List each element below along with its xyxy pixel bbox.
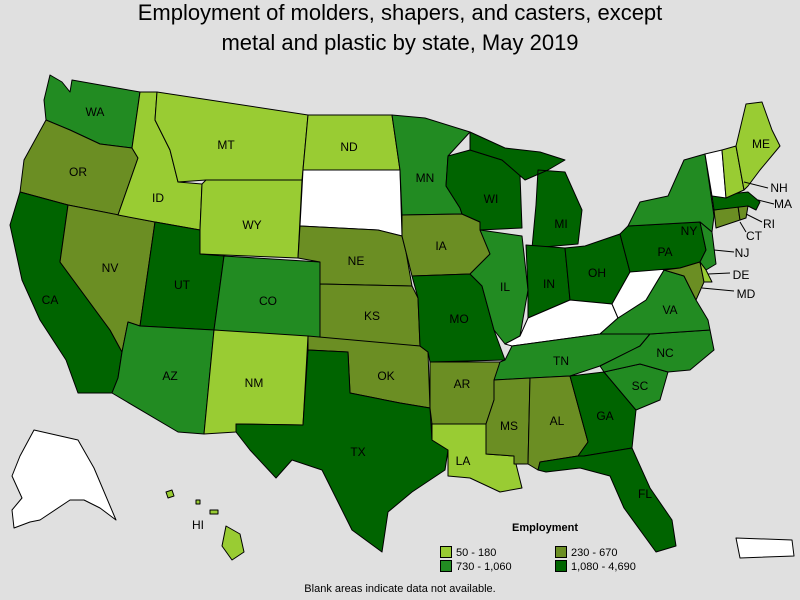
state-label-nm: NM	[245, 376, 264, 390]
legend-item-3: 730 - 1,060	[440, 560, 512, 573]
state-label-il: IL	[500, 280, 510, 294]
legend: Employment 50 - 180 230 - 670 730 - 1,06…	[440, 520, 660, 580]
state-label-nv: NV	[102, 261, 119, 275]
state-label-al: AL	[550, 414, 565, 428]
state-label-mn: MN	[416, 171, 435, 185]
state-label-wa: WA	[86, 105, 105, 119]
legend-swatch-2	[555, 546, 567, 558]
state-label-hi: HI	[192, 518, 204, 532]
legend-swatch-4	[555, 560, 567, 572]
legend-item-4: 1,080 - 4,690	[555, 560, 636, 573]
state-label-ne: NE	[348, 254, 365, 268]
state-label-tn: TN	[553, 354, 569, 368]
state-label-mo: MO	[449, 312, 468, 326]
state-label-co: CO	[259, 294, 277, 308]
state-label-ks: KS	[364, 309, 380, 323]
state-label-or: OR	[69, 165, 87, 179]
leader-line-ma	[757, 199, 775, 205]
state-label-md: MD	[737, 287, 756, 301]
state-label-mt: MT	[217, 138, 235, 152]
legend-item-1: 50 - 180	[440, 546, 496, 559]
leader-line-ct	[739, 221, 747, 233]
legend-swatch-1	[440, 546, 452, 558]
state-label-oh: OH	[588, 266, 606, 280]
state-il[interactable]	[469, 229, 529, 345]
state-label-ar: AR	[454, 377, 471, 391]
state-mt[interactable]	[154, 91, 309, 183]
state-label-ok: OK	[377, 369, 394, 383]
map-title-line-2: metal and plastic by state, May 2019	[221, 30, 579, 55]
state-label-me: ME	[752, 137, 770, 151]
leader-line-de	[707, 272, 731, 275]
state-hi[interactable]	[165, 489, 245, 561]
leader-line-ri	[745, 213, 763, 223]
state-label-ga: GA	[596, 409, 613, 423]
leader-line-nh	[743, 181, 769, 189]
state-label-la: LA	[456, 454, 471, 468]
state-label-wy: WY	[242, 218, 261, 232]
state-nc[interactable]	[599, 329, 715, 373]
state-label-id: ID	[152, 191, 164, 205]
state-label-tx: TX	[350, 445, 365, 459]
legend-swatch-3	[440, 560, 452, 572]
state-label-ia: IA	[435, 239, 446, 253]
state-ak[interactable]	[11, 429, 117, 529]
state-label-va: VA	[662, 303, 677, 317]
state-label-sc: SC	[632, 379, 649, 393]
legend-label-2: 230 - 670	[571, 547, 618, 559]
state-ri[interactable]	[737, 205, 749, 221]
state-label-mi: MI	[554, 217, 567, 231]
state-label-ny: NY	[681, 224, 698, 238]
state-ny[interactable]	[627, 153, 715, 233]
state-label-pa: PA	[657, 245, 672, 259]
state-de[interactable]	[699, 261, 713, 283]
state-label-fl: FL	[638, 487, 652, 501]
leader-line-nj	[713, 249, 735, 253]
legend-label-3: 730 - 1,060	[456, 561, 512, 573]
state-label-ca: CA	[42, 293, 59, 307]
state-pr[interactable]	[735, 537, 795, 559]
legend-label-4: 1,080 - 4,690	[571, 561, 636, 573]
state-mi[interactable]	[469, 131, 583, 249]
legend-title: Employment	[512, 522, 579, 534]
state-label-de: DE	[733, 268, 750, 282]
state-label-az: AZ	[162, 369, 177, 383]
state-label-nd: ND	[340, 140, 358, 154]
legend-item-2: 230 - 670	[555, 546, 617, 559]
state-label-wi: WI	[484, 192, 499, 206]
state-label-ri: RI	[763, 217, 775, 231]
legend-label-1: 50 - 180	[456, 547, 497, 559]
state-label-in: IN	[543, 277, 555, 291]
footnote: Blank areas indicate data not available.	[304, 583, 496, 595]
state-me[interactable]	[735, 101, 781, 191]
state-label-ut: UT	[174, 278, 191, 292]
state-label-ms: MS	[500, 419, 518, 433]
map-title-line-1: Employment of molders, shapers, and cast…	[137, 0, 663, 25]
map-title: Employment of molders, shapers, and cast…	[0, 0, 800, 58]
state-label-nh: NH	[770, 181, 787, 195]
state-tx[interactable]	[235, 349, 449, 553]
state-sd[interactable]	[299, 169, 403, 237]
state-fl[interactable]	[537, 447, 677, 553]
state-label-ma: MA	[774, 197, 792, 211]
leader-line-md	[701, 287, 735, 292]
state-label-nj: NJ	[735, 246, 750, 260]
state-label-nc: NC	[656, 346, 674, 360]
state-label-ct: CT	[746, 229, 763, 243]
